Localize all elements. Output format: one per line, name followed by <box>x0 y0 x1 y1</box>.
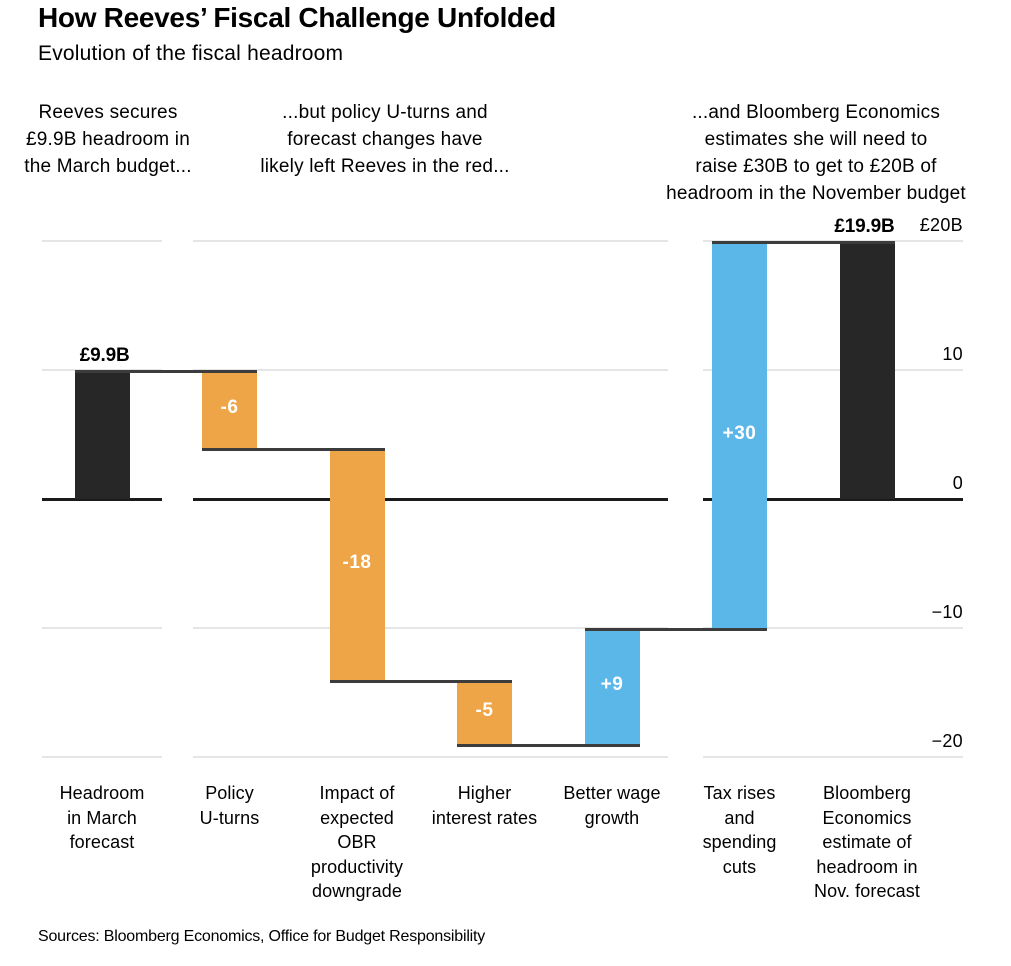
annotation-line: headroom in the November budget <box>666 183 966 204</box>
y-axis-label-20: £20B <box>919 215 963 235</box>
annotation-line: ...but policy U-turns and <box>282 102 488 123</box>
category-label-line: Nov. forecast <box>813 881 920 901</box>
category-label-line: in March <box>67 807 137 828</box>
category-label-line: productivity <box>310 856 404 877</box>
category-label-line: estimate of <box>822 832 912 852</box>
category-label-line: forecast <box>69 832 135 852</box>
chart-subtitle: Evolution of the fiscal headroom <box>38 42 344 65</box>
category-label-line: headroom in <box>816 856 918 877</box>
category-label-line: downgrade <box>312 881 402 901</box>
category-label-line: cuts <box>722 856 757 877</box>
bar-better-wage-growth: +9 <box>584 629 640 746</box>
connector-step-4 <box>457 744 640 747</box>
bar-impact-of-expected-obr-productivity-downgrade: -18 <box>329 448 385 681</box>
annotation-line: £9.9B headroom in <box>26 129 190 150</box>
category-label-higher-interest-rates: Higher interest rates <box>405 781 565 830</box>
category-label-line: Bloomberg <box>823 783 911 803</box>
category-label-bloomberg-economics-estimate-of-headroom-in-nov-forecast: Bloomberg Economics estimate of headroom in… <box>787 781 947 904</box>
category-label-line: Policy <box>205 783 254 803</box>
category-label-headroom-in-march-forecast: Headroom in March forecast <box>22 781 182 855</box>
category-label-line: Economics <box>822 807 912 828</box>
annotation-line: likely left Reeves in the red... <box>260 156 510 177</box>
gridline-10-panel-3 <box>703 369 963 371</box>
category-label-line: U-turns <box>199 807 260 828</box>
annotation-november-budget: ...and Bloomberg Economics estimates she … <box>606 99 1011 207</box>
source-note: Sources: Bloomberg Economics, Office for… <box>38 928 486 945</box>
bar-total-label: £19.9B <box>834 216 895 238</box>
annotation-march-budget: Reeves secures £9.9B headroom in the March… <box>0 99 228 180</box>
annotation-line: forecast changes have <box>287 129 483 150</box>
y-axis-label-0: 0 <box>952 473 963 493</box>
annotation-line: ...and Bloomberg Economics <box>691 102 941 123</box>
zero-line-panel-1 <box>42 498 162 501</box>
gridline--20-panel-1 <box>42 756 162 758</box>
zero-line-panel-3 <box>703 498 963 501</box>
category-label-line: interest rates <box>431 807 538 828</box>
category-label-impact-of-expected-obr-productivity-downgrade: Impact of expected OBR productivity downgrad… <box>277 781 437 904</box>
annotation-line: raise £30B to get to £20B of <box>695 156 937 177</box>
zero-line-panel-2 <box>193 498 668 501</box>
category-label-line: Higher <box>457 783 512 803</box>
gridline-20-panel-1 <box>42 240 162 242</box>
chart-title: How Reeves’ Fiscal Challenge Unfolded <box>38 2 556 33</box>
bar-value-label: +30 <box>722 422 757 444</box>
category-label-line: Headroom <box>59 783 145 803</box>
bar-headroom-in-march-forecast <box>74 371 130 499</box>
bar-value-label: -18 <box>342 551 372 573</box>
bar-tax-rises-and-spending-cuts: +30 <box>712 242 767 630</box>
y-axis-label-10: 10 <box>942 344 963 364</box>
category-label-tax-rises-and-spending-cuts: Tax rises and spending cuts <box>660 781 820 879</box>
category-label-line: Tax rises <box>703 783 776 803</box>
category-label-line: OBR <box>337 832 377 852</box>
category-label-line: Impact of <box>319 783 395 803</box>
annotation-line: Reeves secures <box>38 102 178 123</box>
category-label-line: Better wage <box>563 783 661 803</box>
gridline--10-panel-1 <box>42 627 162 629</box>
gridline--20-panel-2 <box>193 756 668 758</box>
connector-step-3 <box>329 680 512 683</box>
annotation-policy-u-turns: ...but policy U-turns and forecast change… <box>230 99 540 180</box>
bar-total-label: £9.9B <box>79 345 130 367</box>
category-label-line: growth <box>584 807 640 828</box>
category-label-policy-u-turns: Policy U-turns <box>150 781 310 830</box>
category-label-better-wage-growth: Better wage growth <box>532 781 692 830</box>
gridline-10-panel-2 <box>193 369 668 371</box>
bar-policy-u-turns: -6 <box>202 371 257 449</box>
gridline--20-panel-3 <box>703 756 963 758</box>
annotation-line: the March budget... <box>24 156 192 177</box>
bar-value-label: -6 <box>220 396 239 418</box>
bar-value-label: +9 <box>600 674 624 696</box>
gridline-20-panel-2 <box>193 240 668 242</box>
connector-step-6 <box>712 241 895 244</box>
bar-bloomberg-economics-estimate-of-headroom-in-nov-forecast <box>839 242 895 499</box>
bar-higher-interest-rates: -5 <box>457 680 512 746</box>
gridline--10-panel-2 <box>193 627 668 629</box>
category-label-line: spending <box>702 832 777 852</box>
category-label-line: and <box>724 807 755 828</box>
category-label-line: expected <box>320 807 394 828</box>
y-axis-label--20: −20 <box>931 731 963 751</box>
connector-step-2 <box>202 448 385 451</box>
annotation-line: estimates she will need to <box>704 129 928 150</box>
connector-step-5 <box>584 628 767 631</box>
bar-value-label: -5 <box>475 700 494 722</box>
y-axis-label--10: −10 <box>931 602 963 622</box>
connector-step-1 <box>74 370 257 373</box>
gridline--10-panel-3 <box>703 627 963 629</box>
